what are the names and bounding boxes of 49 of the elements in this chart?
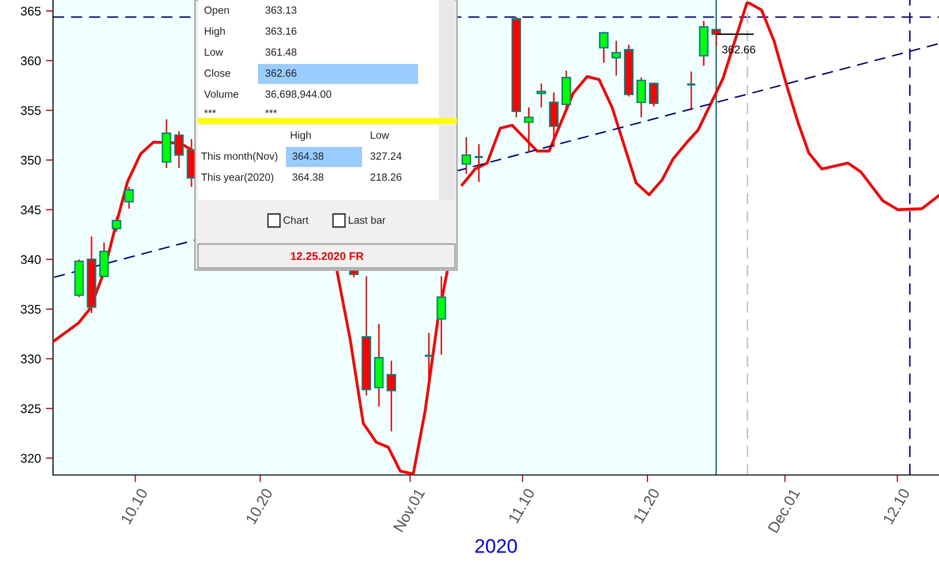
x-axis-title: 2020	[475, 539, 517, 553]
y-tick-label: 360	[20, 56, 41, 66]
annotation: 36,698,944.00	[265, 90, 332, 100]
annotation: This year(2020)	[201, 173, 274, 183]
y-tick-label: 365	[20, 6, 41, 16]
annotation: 361.48	[265, 48, 296, 56]
y-tick-label: 345	[20, 205, 41, 214]
annotation: 364.38	[292, 152, 324, 160]
annotation: Low	[370, 132, 390, 139]
annotation: Open	[204, 6, 229, 16]
y-tick-label: 325	[20, 404, 41, 414]
annotation: Close	[204, 69, 230, 77]
candlestick	[124, 186, 134, 210]
annotation: Last bar	[348, 216, 386, 224]
annotation: Low	[204, 48, 224, 56]
candlestick	[536, 82, 546, 108]
candlestick	[686, 70, 696, 111]
candlestick	[174, 130, 184, 169]
annotation: ***	[204, 110, 216, 114]
annotation: 364.38	[292, 173, 324, 181]
annotation: 12.25.2020 FR	[290, 252, 364, 260]
annotation: High	[290, 131, 311, 141]
annotation: Volume	[204, 90, 238, 98]
annotation: 218.26	[370, 173, 402, 181]
y-tick-label: 350	[20, 156, 41, 165]
candlestick	[474, 143, 484, 183]
annotation: High	[204, 27, 225, 37]
candlestick	[636, 76, 646, 118]
y-tick-label: 355	[20, 106, 41, 115]
y-tick-label: 335	[20, 304, 41, 314]
annotation: Chart	[284, 216, 308, 224]
annotation: ***	[265, 110, 277, 114]
candlestick	[462, 136, 472, 175]
candlestick	[436, 276, 446, 356]
candlestick	[524, 106, 534, 153]
annotation: This month(Nov)	[201, 152, 278, 162]
candlestick	[648, 82, 658, 108]
annotation: 363.16	[265, 27, 296, 35]
candlestick	[549, 92, 559, 148]
candlestick	[112, 216, 122, 232]
candlestick	[599, 31, 609, 64]
candlestick	[386, 360, 396, 432]
annotation: 362.66	[265, 69, 296, 77]
y-tick-label: 330	[20, 354, 41, 364]
annotation: 327.24	[370, 152, 402, 160]
annotation: 363.13	[265, 6, 296, 14]
y-tick-label: 320	[20, 454, 41, 463]
y-tick-label: 340	[20, 255, 41, 264]
candlestick	[611, 40, 622, 76]
